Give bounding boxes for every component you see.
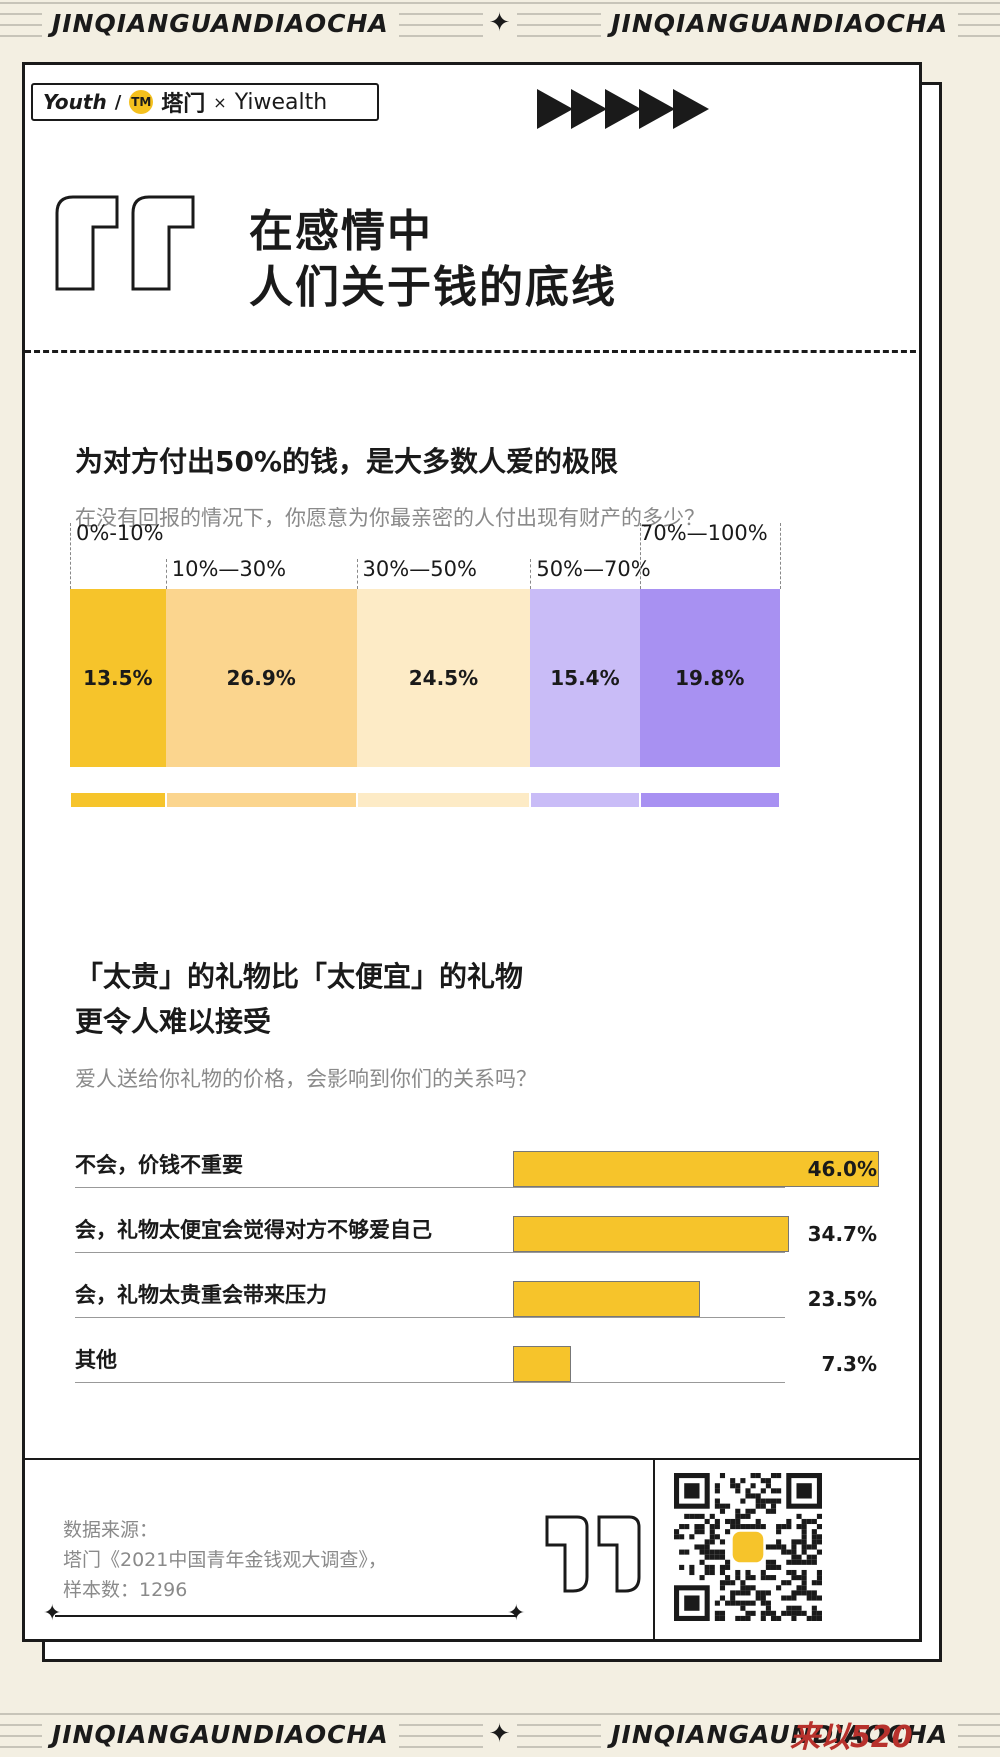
- chart-segment: 15.4%: [530, 589, 640, 767]
- sparkle-icon: ✦: [482, 1719, 518, 1749]
- logo-times: ×: [213, 92, 227, 112]
- section1-subtitle: 在没有回报的情况下，你愿意为你最亲密的人付出现有财产的多少？: [75, 506, 705, 530]
- category-label: 10%—30%: [171, 557, 287, 581]
- category-label: 50%—70%: [536, 557, 651, 581]
- tamen-logo-icon: TM: [129, 90, 154, 114]
- chart-strip: [71, 793, 165, 807]
- card-shadow: [42, 1642, 942, 1662]
- banner-text: JINQIANGAUNDIAOCHA: [41, 1719, 399, 1749]
- yiwealth-logo: Yiwealth: [234, 89, 328, 115]
- chart-bar: [513, 1281, 700, 1317]
- category-label: 30%—50%: [362, 557, 477, 581]
- data-source: 数据来源： 塔门《2021中国青年金钱观大调查》， 样本数：1296: [63, 1515, 387, 1605]
- bar-value-label: 46.0%: [807, 1157, 877, 1181]
- sparkle-icon: ✦: [507, 1601, 526, 1626]
- sample-size: 样本数：1296: [63, 1579, 188, 1601]
- banner-text: JINQIANGAUNDIAOCHA: [601, 1719, 959, 1749]
- tamen-logo: 塔门: [161, 92, 206, 117]
- segment-value-label: 15.4%: [550, 666, 620, 690]
- segment-value-label: 24.5%: [408, 666, 479, 690]
- segment-value-label: 13.5%: [83, 666, 153, 690]
- section2-subtitle: 爱人送给你礼物的价格，会影响到你们的关系吗？: [75, 1067, 537, 1091]
- section-divider: [25, 350, 919, 353]
- chart-segment: 13.5%: [70, 589, 166, 767]
- segment-tick: [165, 559, 167, 589]
- segment-tick: [780, 523, 781, 589]
- brand-logos: Youth / TM 塔门 × Yiwealth: [31, 83, 379, 121]
- row-baseline: [75, 1252, 785, 1253]
- bar-category-label: 会，礼物太贵重会带来压力: [75, 1283, 327, 1307]
- banner-text: JINQIANGUANDIAOCHA: [41, 8, 399, 38]
- source-label: 数据来源：: [63, 1519, 159, 1541]
- chart-strip: [166, 793, 356, 807]
- site-watermark: 来以520: [790, 1720, 913, 1755]
- category-label: 70%—100%: [640, 521, 768, 545]
- chart-strip: [357, 793, 530, 807]
- chart-bar: [513, 1346, 572, 1382]
- section2-title-line2: 更令人难以接受: [75, 1005, 272, 1038]
- source-name: 塔门《2021中国青年金钱观大调查》，: [63, 1549, 387, 1571]
- chart-bar: [513, 1151, 879, 1187]
- qr-code-image: [674, 1473, 822, 1621]
- bar-value-label: 34.7%: [807, 1222, 877, 1246]
- chart-strip: [640, 793, 779, 807]
- segment-tick: [530, 559, 532, 589]
- section2-title-line1: 「太贵」的礼物比「太便宜」的礼物: [75, 960, 524, 993]
- youth-logo: Youth: [43, 90, 107, 114]
- open-quote-icon: [55, 195, 195, 291]
- chart-segment: 24.5%: [356, 589, 531, 767]
- page-title-line1: 在感情中: [249, 206, 433, 257]
- chart-segment: 26.9%: [165, 589, 357, 767]
- bar-value-label: 7.3%: [821, 1352, 877, 1376]
- chart-segment: 19.8%: [639, 589, 780, 767]
- segment-tick: [356, 559, 358, 589]
- segment-tick: [639, 523, 641, 589]
- qr-divider: [653, 1458, 655, 1639]
- row-baseline: [75, 1382, 785, 1383]
- chart-bar: [513, 1216, 790, 1252]
- footer-divider: [25, 1458, 919, 1460]
- row-baseline: [75, 1187, 785, 1188]
- row-baseline: [75, 1317, 785, 1318]
- card-shadow: [922, 82, 942, 1662]
- close-quote-icon: [545, 1515, 641, 1593]
- chart-strip: [531, 793, 639, 807]
- top-banner: JINQIANGUANDIAOCHA ✦ JINQIANGUANDIAOCHA: [0, 0, 1000, 46]
- segment-value-label: 26.9%: [226, 666, 296, 690]
- sparkle-icon: ✦: [482, 8, 518, 38]
- bar-category-label: 其他: [75, 1348, 117, 1372]
- arrow-decoration-icon: [537, 89, 709, 129]
- banner-text: JINQIANGUANDIAOCHA: [601, 8, 959, 38]
- infographic-card: Youth / TM 塔门 × Yiwealth 在感情中 人们关于钱的底线 为…: [22, 62, 922, 1642]
- bottom-banner: JINQIANGAUNDIAOCHA ✦ JINQIANGAUNDIAOCHA: [0, 1711, 1000, 1757]
- bar-category-label: 不会，价钱不重要: [75, 1153, 243, 1177]
- bar-value-label: 23.5%: [807, 1287, 877, 1311]
- bar-category-label: 会，礼物太便宜会觉得对方不够爱自己: [75, 1218, 432, 1242]
- segment-tick: [70, 523, 71, 589]
- segment-value-label: 19.8%: [675, 666, 745, 690]
- page-title-line2: 人们关于钱的底线: [249, 262, 617, 313]
- sparkle-icon: ✦: [43, 1601, 62, 1626]
- footer-rule: [55, 1615, 517, 1617]
- category-label: 0%-10%: [76, 521, 164, 545]
- logo-separator: /: [114, 91, 122, 113]
- section1-title: 为对方付出50%的钱，是大多数人爱的极限: [75, 445, 619, 478]
